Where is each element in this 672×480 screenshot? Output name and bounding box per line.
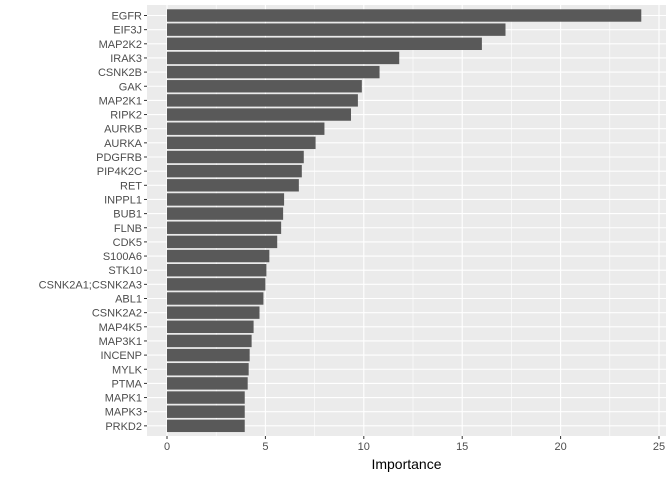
y-tick-label: MYLK [112,364,143,376]
bar-15 [167,221,282,234]
bar-1 [167,23,506,36]
bar-21 [167,306,260,319]
bars [167,9,642,433]
y-tick-label: AURKA [104,138,143,150]
bar-20 [167,292,264,305]
x-axis: 0 5 10 15 20 25 [164,436,665,453]
y-tick-label: FLNB [114,223,142,235]
x-tick-label: 0 [164,441,170,453]
y-tick-label: EGFR [111,11,142,23]
y-tick-label: AURKB [104,124,142,136]
y-tick-label: MAP2K1 [99,95,142,107]
bar-27 [167,391,245,404]
y-tick-labels: EGFR EIF3J MAP2K2 IRAK3 CSNK2B GAK MAP2K1 RIPK2… [39,11,147,433]
y-tick-label: PRKD2 [105,421,142,433]
bar-6 [167,94,358,107]
bar-3 [167,51,400,65]
y-tick-label: ABL1 [115,294,142,306]
bar-25 [167,363,249,376]
bar-14 [167,207,284,220]
bar-10 [167,150,304,164]
bar-4 [167,65,380,79]
bar-11 [167,164,302,178]
y-tick-label: IRAK3 [110,53,142,65]
y-tick-label: PTMA [111,378,142,390]
y-tick-label: MAPK3 [105,407,142,419]
bar-29 [167,419,245,433]
bar-13 [167,193,285,206]
x-tick-label: 10 [358,441,370,453]
bar-0 [167,9,642,22]
y-tick-label: CSNK2A2 [92,308,142,320]
y-tick-label: EIF3J [113,25,142,37]
bar-17 [167,249,270,263]
y-tick-label: MAP3K1 [99,336,142,348]
bar-12 [167,179,299,192]
bar-7 [167,108,352,121]
y-tick-label: INPPL1 [104,194,142,206]
bar-9 [167,136,316,150]
bar-22 [167,320,254,333]
y-tick-label: RIPK2 [110,110,142,122]
y-tick-label: MAP4K5 [99,322,142,334]
y-tick-label: CSNK2A1;CSNK2A3 [39,279,142,291]
bar-26 [167,377,248,390]
y-tick-label: STK10 [108,265,142,277]
bar-18 [167,264,267,277]
bar-28 [167,405,245,418]
y-tick-label: BUB1 [113,209,142,221]
x-axis-title: Importance [371,456,441,472]
y-tick-label: CSNK2B [98,67,142,79]
grid-lines [147,5,666,436]
y-tick-label: CDK5 [113,237,142,249]
bar-5 [167,80,362,93]
bar-23 [167,334,252,348]
x-tick-label: 25 [653,441,665,453]
y-tick-label: GAK [119,81,143,93]
y-tick-label: MAPK1 [105,393,142,405]
y-tick-label: RET [120,180,142,192]
bar-19 [167,278,266,291]
y-tick-label: MAP2K2 [99,39,142,51]
x-tick-label: 15 [456,441,468,453]
bar-24 [167,348,250,362]
y-tick-label: PDGFRB [96,152,142,164]
y-tick-label: PIP4K2C [97,166,142,178]
x-tick-label: 5 [262,441,268,453]
bar-16 [167,235,278,249]
y-tick-label: S100A6 [103,251,142,263]
x-tick-label: 20 [554,441,566,453]
y-tick-label: INCENP [100,350,142,362]
bar-8 [167,122,325,135]
bar-2 [167,37,482,50]
